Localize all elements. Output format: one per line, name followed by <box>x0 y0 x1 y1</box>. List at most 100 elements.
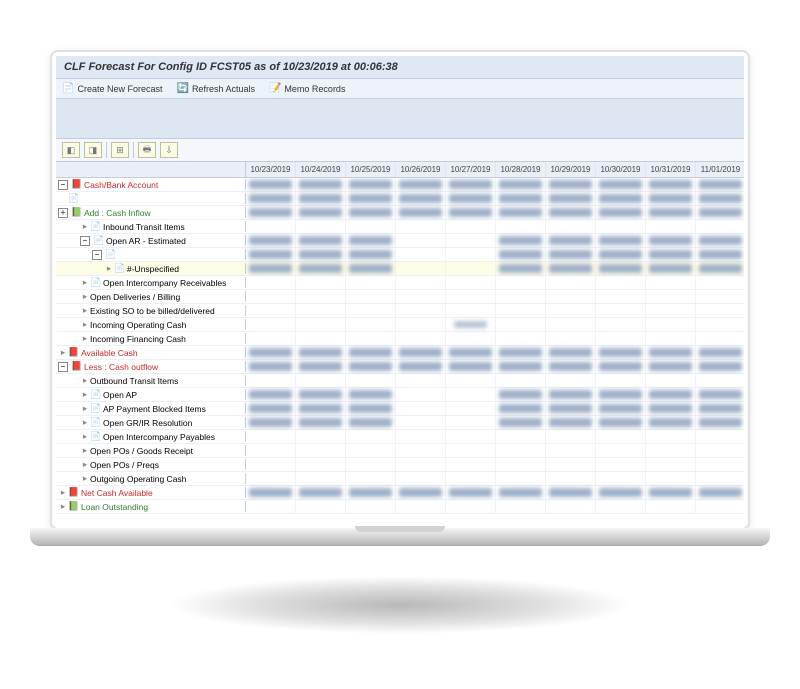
data-cell <box>246 388 296 401</box>
data-cell <box>346 192 396 205</box>
tree-label-ioc[interactable]: ▸Incoming Operating Cash <box>56 319 246 330</box>
data-cell <box>546 234 596 247</box>
tree-label-openar[interactable]: 📄Open AR - Estimated <box>56 235 246 246</box>
tree-label-eso[interactable]: ▸Existing SO to be billed/delivered <box>56 305 246 316</box>
tree-label-odb[interactable]: ▸Open Deliveries / Billing <box>56 291 246 302</box>
tree-row: ▸📕Available Cash <box>56 346 744 360</box>
tree-row: ▸Outbound Transit Items <box>56 374 744 388</box>
row-icon: 📄 <box>90 389 100 400</box>
tree-label-obt[interactable]: ▸Outbound Transit Items <box>56 375 246 386</box>
tree-label-ooc[interactable]: ▸Outgoing Operating Cash <box>56 473 246 484</box>
data-cell <box>396 430 446 443</box>
date-header: 11/01/2019 <box>696 162 744 177</box>
data-cell <box>696 220 744 233</box>
data-cell <box>246 360 296 373</box>
data-cell <box>646 178 696 191</box>
data-cell <box>396 304 446 317</box>
row-label: Loan Outstanding <box>81 502 148 512</box>
refresh-actuals-button[interactable]: 🔄 Refresh Actuals <box>176 83 254 94</box>
collapse-icon[interactable] <box>80 236 90 246</box>
data-cell <box>396 220 446 233</box>
data-cell <box>646 430 696 443</box>
data-cell <box>446 248 496 261</box>
row-label: Incoming Financing Cash <box>90 334 186 344</box>
data-cell <box>296 444 346 457</box>
tree-label-cashbank[interactable]: 📕Cash/Bank Account <box>56 179 246 190</box>
collapse-icon[interactable] <box>92 250 102 260</box>
leaf-marker-icon: ▸ <box>80 291 90 302</box>
tree-label-oir[interactable]: ▸📄Open Intercompany Receivables <box>56 277 246 288</box>
grid-toolbar: ◧ ◨ ⊞ 🖶 ⇩ <box>56 139 744 162</box>
data-cell <box>546 262 596 275</box>
row-label: Open Deliveries / Billing <box>90 292 180 302</box>
data-cell <box>446 290 496 303</box>
grid-tool-1[interactable]: ◧ <box>62 142 80 158</box>
tree-label-ogrir[interactable]: ▸📄Open GR/IR Resolution <box>56 417 246 428</box>
create-forecast-label: Create New Forecast <box>77 84 162 94</box>
tree-label-openar-sub[interactable]: 📄 <box>56 249 246 260</box>
data-cell <box>246 472 296 485</box>
data-cell <box>296 178 346 191</box>
tree-label-addinflow[interactable]: 📗Add : Cash Inflow <box>56 207 246 218</box>
leaf-marker-icon: ▸ <box>80 375 90 386</box>
tree-row: ▸Open Deliveries / Billing <box>56 290 744 304</box>
data-cell <box>346 248 396 261</box>
tree-label-netcash[interactable]: ▸📕Net Cash Available <box>56 487 246 498</box>
data-cell <box>646 290 696 303</box>
data-cell <box>696 248 744 261</box>
tree-row: 📗Add : Cash Inflow <box>56 206 744 220</box>
row-icon: 📗 <box>68 501 78 512</box>
data-cell <box>496 206 546 219</box>
row-icon: 📕 <box>68 487 78 498</box>
row-icon: 📄 <box>93 235 103 246</box>
tree-row: ▸Open POs / Goods Receipt <box>56 444 744 458</box>
grid-tool-4[interactable]: 🖶 <box>138 142 156 158</box>
data-cell <box>346 220 396 233</box>
data-cell <box>596 332 646 345</box>
laptop-base <box>30 528 770 546</box>
tree-label-avail[interactable]: ▸📕Available Cash <box>56 347 246 358</box>
row-icon: 📄 <box>90 431 100 442</box>
collapse-icon[interactable] <box>58 362 68 372</box>
tree-label-opp[interactable]: ▸Open POs / Preqs <box>56 459 246 470</box>
data-cell <box>496 192 546 205</box>
data-cell <box>596 304 646 317</box>
tree-label-unspec[interactable]: ▸📄#-Unspecified <box>56 263 246 274</box>
row-label: Add : Cash Inflow <box>84 208 151 218</box>
grid-tool-5[interactable]: ⇩ <box>160 142 178 158</box>
leaf-marker-icon: ▸ <box>80 221 90 232</box>
tree-label-loan[interactable]: ▸📗Loan Outstanding <box>56 501 246 512</box>
tree-label-ifc[interactable]: ▸Incoming Financing Cash <box>56 333 246 344</box>
title-bar: CLF Forecast For Config ID FCST05 as of … <box>56 56 744 79</box>
row-label: Open Intercompany Receivables <box>103 278 226 288</box>
data-cell <box>646 374 696 387</box>
leaf-marker-icon: ▸ <box>80 431 90 442</box>
data-cell <box>596 290 646 303</box>
grid-tool-3[interactable]: ⊞ <box>111 142 129 158</box>
data-cell <box>496 248 546 261</box>
leaf-marker-icon: ▸ <box>80 319 90 330</box>
tree-label-inbound[interactable]: ▸📄Inbound Transit Items <box>56 221 246 232</box>
grid-body: 📕Cash/Bank Account📄📗Add : Cash Inflow▸📄I… <box>56 178 744 524</box>
tree-label-oip[interactable]: ▸📄Open Intercompany Payables <box>56 431 246 442</box>
data-cell <box>646 388 696 401</box>
data-cell <box>446 332 496 345</box>
tree-label-oap[interactable]: ▸📄Open AP <box>56 389 246 400</box>
tree-label-cb1[interactable]: 📄 <box>56 193 246 204</box>
memo-records-button[interactable]: 📝 Memo Records <box>269 83 345 94</box>
collapse-icon[interactable] <box>58 180 68 190</box>
expand-icon[interactable] <box>58 208 68 218</box>
tree-label-opg[interactable]: ▸Open POs / Goods Receipt <box>56 445 246 456</box>
tree-label-apb[interactable]: ▸📄AP Payment Blocked Items <box>56 403 246 414</box>
tree-row: ▸📄Inbound Transit Items <box>56 220 744 234</box>
data-cell <box>696 500 744 513</box>
app-screen: CLF Forecast For Config ID FCST05 as of … <box>56 56 744 524</box>
create-forecast-button[interactable]: 📄 Create New Forecast <box>62 83 162 94</box>
data-cell <box>246 444 296 457</box>
data-cell <box>646 318 696 331</box>
tree-label-outflow[interactable]: 📕Less : Cash outflow <box>56 361 246 372</box>
row-icon: 📄 <box>105 249 115 260</box>
data-cell <box>346 276 396 289</box>
grid-tool-2[interactable]: ◨ <box>84 142 102 158</box>
data-cell <box>696 486 744 499</box>
